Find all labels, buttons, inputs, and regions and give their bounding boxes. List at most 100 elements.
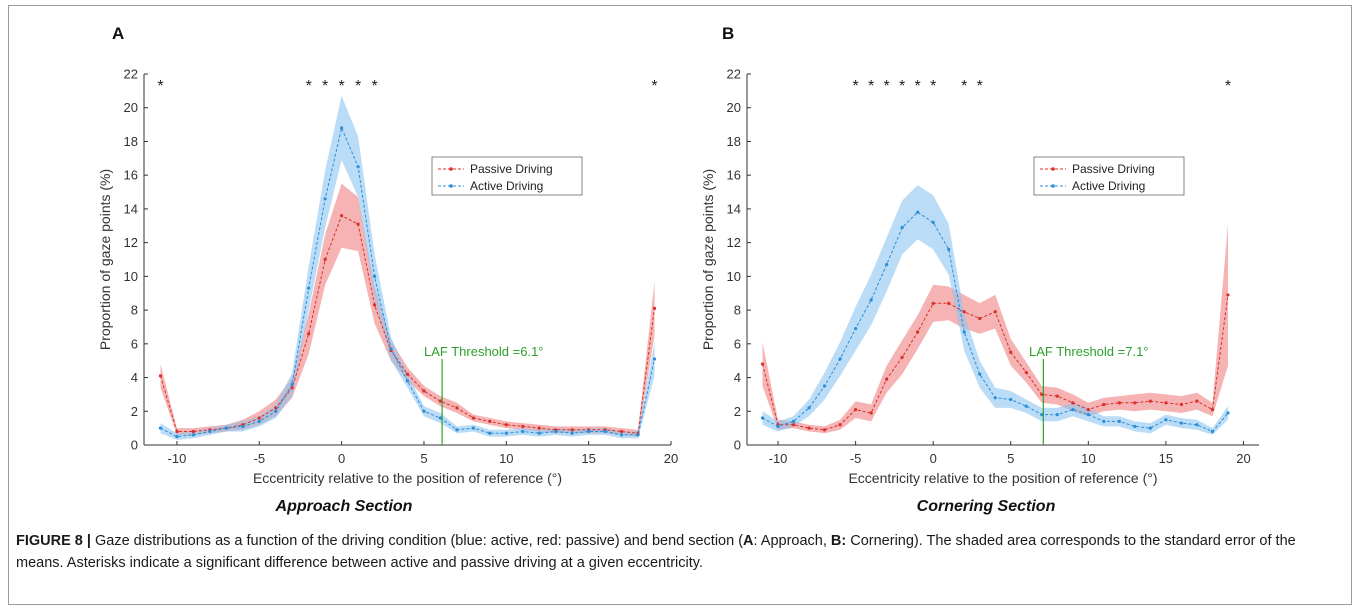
data-point-active xyxy=(191,433,196,437)
data-point-passive xyxy=(257,416,261,420)
data-point-active xyxy=(1055,413,1059,417)
significance-marker: * xyxy=(322,78,328,95)
data-point-passive xyxy=(1102,402,1106,407)
x-tick-label: -10 xyxy=(769,451,788,466)
data-point-active xyxy=(791,419,796,423)
significance-marker: * xyxy=(355,78,361,95)
x-tick-label: 15 xyxy=(1159,451,1173,466)
caption-text-2: : Approach, xyxy=(753,533,831,549)
data-point-passive xyxy=(947,301,951,305)
data-point-active xyxy=(1210,429,1215,434)
y-tick-label: 22 xyxy=(124,67,138,82)
laf-threshold-label: LAF Threshold =6.1° xyxy=(424,344,544,359)
y-tick-label: 14 xyxy=(124,201,138,216)
data-point-passive xyxy=(158,374,163,378)
y-tick-label: 4 xyxy=(131,370,138,385)
data-point-passive xyxy=(822,428,827,432)
data-point-passive xyxy=(1148,399,1152,403)
caption-a-letter: A xyxy=(743,533,754,549)
significance-marker: * xyxy=(157,78,163,95)
data-point-active xyxy=(900,225,904,230)
x-tick-label: 0 xyxy=(338,451,345,466)
x-tick-label: -5 xyxy=(254,451,266,466)
significance-marker: * xyxy=(961,78,967,95)
data-point-passive xyxy=(869,411,873,415)
legend-marker-active xyxy=(449,184,453,188)
data-point-passive xyxy=(307,332,311,336)
data-point-active xyxy=(389,347,393,351)
data-point-active xyxy=(290,382,294,386)
data-point-passive xyxy=(1179,402,1184,407)
data-point-passive xyxy=(290,386,294,390)
data-point-passive xyxy=(405,372,410,376)
data-point-passive xyxy=(931,301,935,305)
data-point-active xyxy=(471,426,475,430)
data-point-passive xyxy=(1133,401,1137,405)
data-point-passive xyxy=(1055,394,1059,398)
data-point-active xyxy=(488,431,492,435)
significance-marker: * xyxy=(977,78,983,95)
data-point-passive xyxy=(791,423,796,427)
data-point-passive xyxy=(471,416,475,420)
legend-label-active: Active Driving xyxy=(1072,179,1145,193)
data-point-passive xyxy=(438,399,443,403)
x-axis-label: Eccentricity relative to the position of… xyxy=(253,470,562,486)
data-point-active xyxy=(822,384,827,388)
data-point-passive xyxy=(1195,399,1199,403)
data-point-active xyxy=(307,286,311,290)
data-point-passive xyxy=(521,424,525,429)
data-point-active xyxy=(323,197,327,201)
data-point-passive xyxy=(488,419,492,423)
y-tick-label: 18 xyxy=(727,134,741,149)
data-point-passive xyxy=(274,406,278,410)
y-axis-label: Proportion of gaze points (%) xyxy=(700,169,716,350)
caption-b-letter: B: xyxy=(830,533,847,549)
data-point-passive xyxy=(1210,407,1215,412)
y-tick-label: 6 xyxy=(734,336,741,351)
data-point-active xyxy=(405,379,410,383)
data-point-active xyxy=(807,406,811,410)
x-tick-label: -10 xyxy=(168,451,187,466)
data-point-active xyxy=(372,274,377,278)
data-point-passive xyxy=(1009,350,1013,354)
data-point-active xyxy=(1164,418,1168,422)
x-tick-label: 10 xyxy=(499,451,513,466)
data-point-passive xyxy=(1117,401,1121,405)
error-band-passive xyxy=(160,183,655,437)
data-point-active xyxy=(422,409,426,413)
data-point-passive xyxy=(1024,370,1028,375)
data-point-active xyxy=(1179,421,1184,425)
data-point-passive xyxy=(191,429,196,434)
data-point-active xyxy=(1071,407,1075,412)
laf-threshold-label: LAF Threshold =7.1° xyxy=(1029,344,1149,359)
data-point-passive xyxy=(1071,401,1075,405)
data-point-active xyxy=(1226,411,1230,415)
significance-marker: * xyxy=(306,78,312,95)
significance-marker: * xyxy=(371,78,377,95)
section-title-cornering: Cornering Section xyxy=(916,498,1056,515)
data-point-active xyxy=(438,416,443,420)
y-tick-label: 2 xyxy=(734,404,741,419)
data-point-active xyxy=(158,426,163,430)
data-point-passive xyxy=(807,426,811,430)
data-point-active xyxy=(619,433,624,437)
legend-marker-passive xyxy=(1051,167,1055,171)
y-tick-label: 16 xyxy=(727,168,741,183)
data-point-active xyxy=(838,357,842,361)
data-point-passive xyxy=(900,355,904,359)
data-point-passive xyxy=(993,310,997,314)
data-point-passive xyxy=(340,214,344,218)
data-point-active xyxy=(274,409,278,413)
data-point-active xyxy=(175,434,179,439)
data-point-active xyxy=(537,431,541,435)
data-point-active xyxy=(1086,413,1090,417)
panel-label-b: B xyxy=(722,24,735,43)
data-point-passive xyxy=(504,423,508,427)
data-point-active xyxy=(1117,419,1121,423)
data-point-active xyxy=(455,428,459,432)
data-point-active xyxy=(931,220,935,224)
significance-marker: * xyxy=(930,78,936,95)
y-tick-label: 18 xyxy=(124,134,138,149)
x-tick-label: 10 xyxy=(1081,451,1095,466)
x-tick-label: 20 xyxy=(1236,451,1250,466)
